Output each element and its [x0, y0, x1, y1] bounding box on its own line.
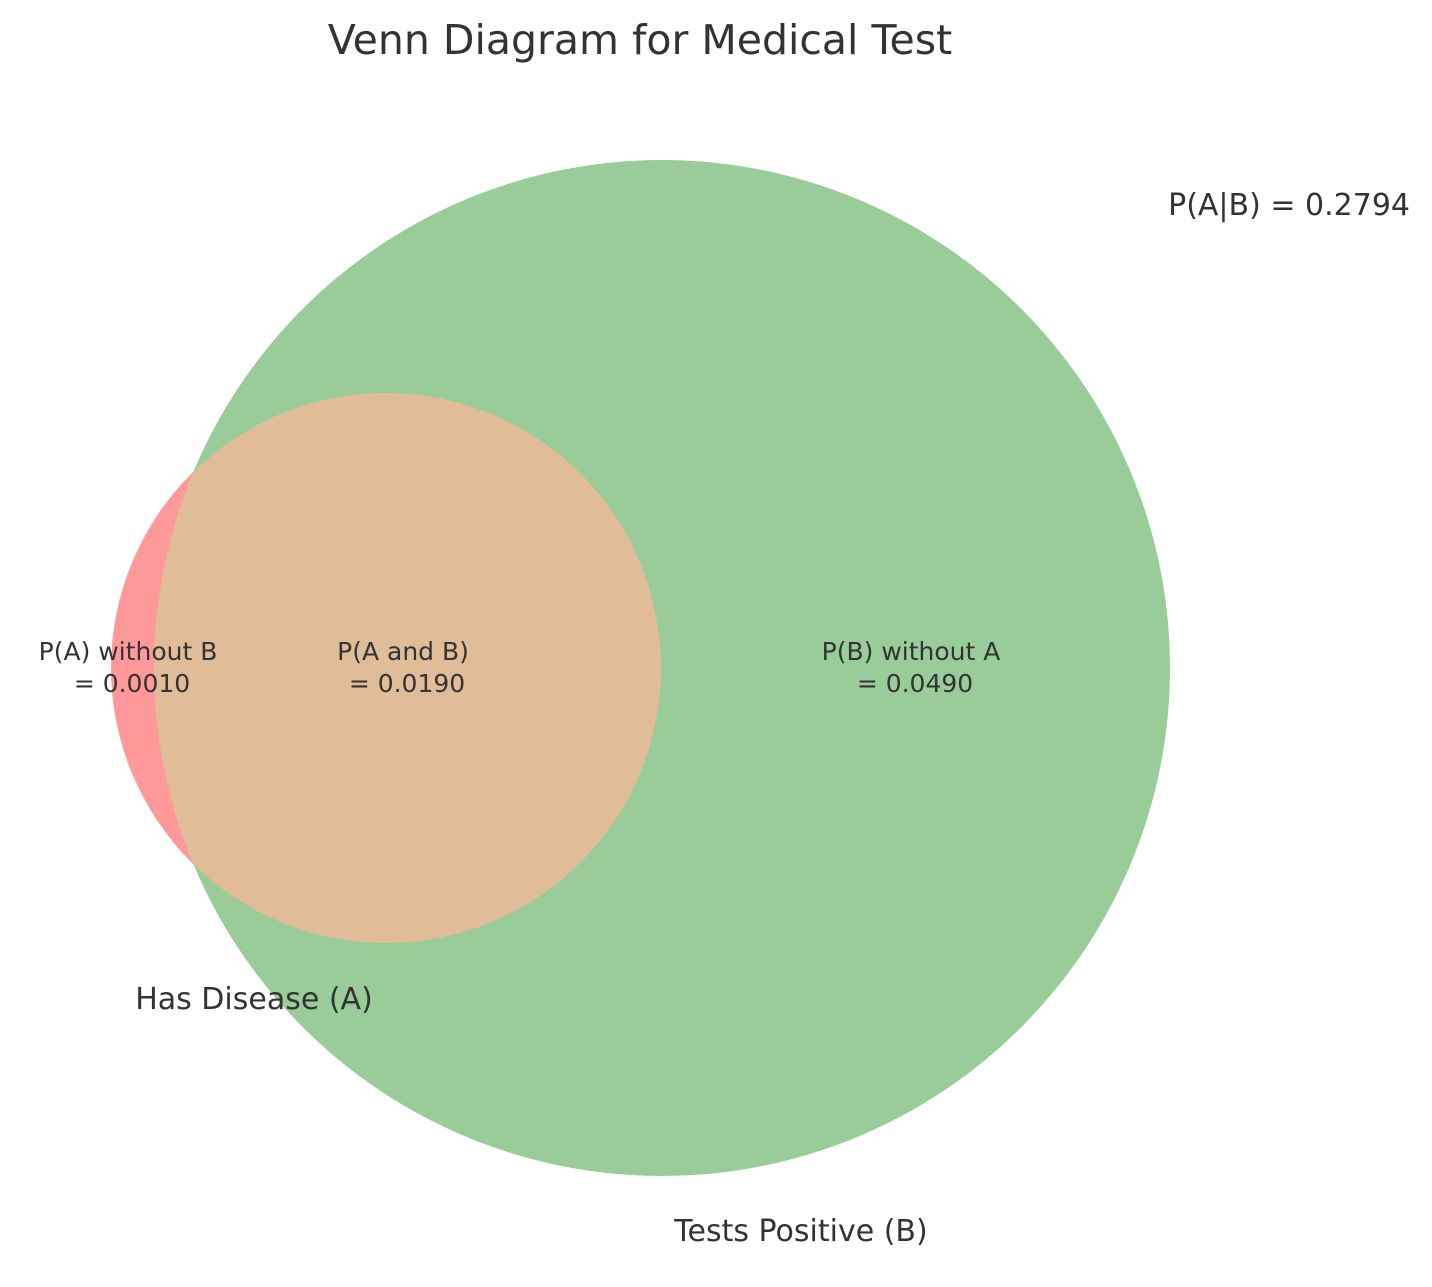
region-a-only-line1: P(A) without B [39, 637, 218, 666]
diagram-title: Venn Diagram for Medical Test [328, 16, 952, 64]
conditional-probability-annotation: P(A|B) = 0.2794 [1168, 188, 1410, 223]
region-a-and-b-line1: P(A and B) [337, 637, 469, 666]
region-a-only-line2: = 0.0010 [74, 669, 190, 698]
set-b-label: Tests Positive (B) [673, 1214, 927, 1249]
intersection-region [154, 393, 661, 943]
region-a-only-label: P(A) without B = 0.0010 [39, 637, 226, 698]
region-b-only-line2: = 0.0490 [857, 669, 973, 698]
region-a-and-b-line2: = 0.0190 [349, 669, 465, 698]
region-b-only-line1: P(B) without A [822, 637, 1001, 666]
region-a-and-b-label: P(A and B) = 0.0190 [337, 637, 477, 698]
region-b-only-label: P(B) without A = 0.0490 [822, 637, 1009, 698]
set-a-label: Has Disease (A) [135, 982, 373, 1017]
